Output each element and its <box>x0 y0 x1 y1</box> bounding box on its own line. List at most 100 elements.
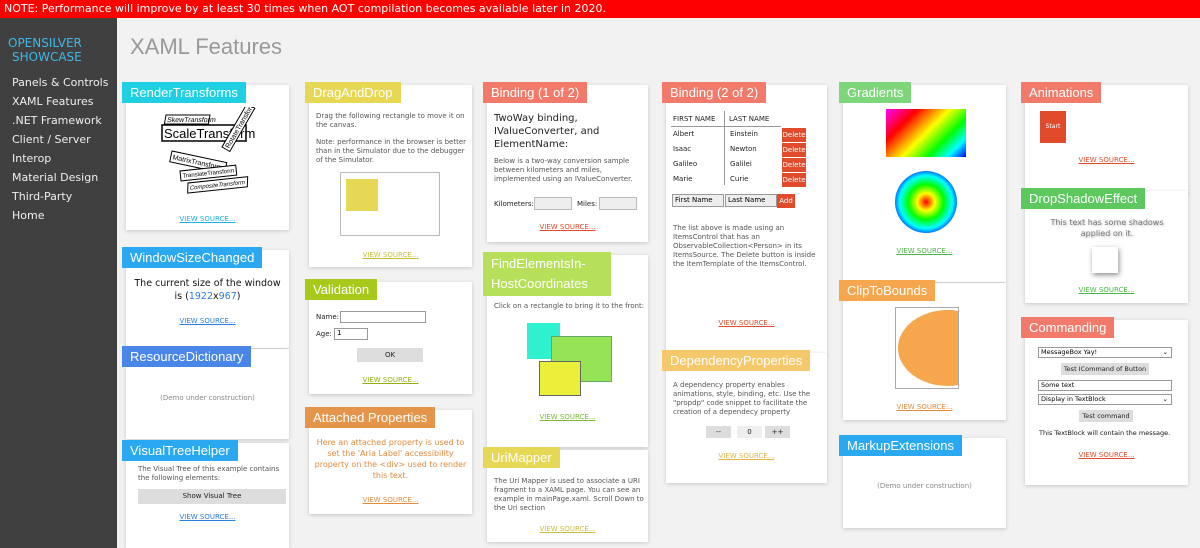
person-last-name: Galilei <box>730 160 752 168</box>
shadowed-box <box>1092 247 1118 273</box>
sidebar: OPENSILVER SHOWCASE Panels & Controls XA… <box>0 18 117 548</box>
last-name-input[interactable]: Last Name <box>725 194 777 207</box>
display-combo[interactable]: Display in TextBlock ⌄ <box>1038 394 1172 405</box>
card-animations: Animations Start VIEW SOURCE... <box>1021 82 1188 194</box>
card-title: RenderTransforms <box>122 82 246 103</box>
card-title: WindowSizeChanged <box>122 247 263 268</box>
draggable-rectangle[interactable] <box>346 179 378 211</box>
card-title: MarkupExtensions <box>839 435 962 456</box>
visual-tree-desc: The Visual Tree of this example contains… <box>138 465 280 482</box>
card-visual-tree-helper: VisualTreeHelper The Visual Tree of this… <box>122 440 289 548</box>
person-last-name: Newton <box>730 145 757 153</box>
card-validation: Validation Name: Age: 1 OK VIEW SOURCE..… <box>305 279 472 394</box>
sidebar-item-third-party[interactable]: Third-Party <box>12 190 73 203</box>
test-icommand-button[interactable]: Test ICommand of Button <box>1061 363 1149 375</box>
view-source-link[interactable]: VIEW SOURCE... <box>179 513 236 521</box>
card-clip-to-bounds: ClipToBounds VIEW SOURCE... <box>839 280 1006 420</box>
card-markup-extensions: MarkupExtensions (Demo under constructio… <box>839 435 1006 528</box>
sidebar-item-client-server[interactable]: Client / Server <box>12 133 91 146</box>
view-source-link[interactable]: VIEW SOURCE... <box>179 317 236 325</box>
card-title: Commanding <box>1021 317 1115 338</box>
skew-transform-label: SkewTransform <box>166 117 216 124</box>
start-animation-button[interactable]: Start <box>1040 111 1066 143</box>
card-commanding: Commanding MessageBox Yay! ⌄ Test IComman… <box>1021 317 1188 485</box>
view-source-link[interactable]: VIEW SOURCE... <box>179 215 236 223</box>
view-source-link[interactable]: VIEW SOURCE... <box>896 403 953 411</box>
view-source-link[interactable]: VIEW SOURCE... <box>1078 451 1135 459</box>
column-header-last: LAST NAME <box>729 115 770 123</box>
uri-mapper-desc: The Uri Mapper is used to associate a UR… <box>494 477 644 512</box>
chevron-down-icon: ⌄ <box>1162 348 1168 356</box>
card-resource-dictionary: ResourceDictionary (Demo under construct… <box>122 346 289 439</box>
card-title: Animations <box>1021 82 1102 103</box>
view-source-link[interactable]: VIEW SOURCE... <box>362 251 419 259</box>
delete-button[interactable]: Delete <box>782 158 806 172</box>
card-title: Validation <box>305 279 378 300</box>
demo-placeholder: (Demo under construction) <box>877 482 972 490</box>
view-source-link[interactable]: VIEW SOURCE... <box>718 319 775 327</box>
card-title: Attached Properties <box>305 407 436 428</box>
name-input[interactable] <box>340 311 426 323</box>
increment-button[interactable]: ++ <box>765 426 790 438</box>
person-last-name: Curie <box>730 175 749 183</box>
sidebar-item-panels-controls[interactable]: Panels & Controls <box>12 76 109 89</box>
view-source-link[interactable]: VIEW SOURCE... <box>362 376 419 384</box>
age-label: Age: <box>316 330 332 338</box>
rectangle-yellow[interactable] <box>539 361 581 396</box>
card-title: VisualTreeHelper <box>122 440 238 461</box>
card-window-size-changed: WindowSizeChanged The current size of th… <box>122 247 289 348</box>
shadowed-text: This text has some shadows applied on it… <box>1050 218 1164 238</box>
some-text-input[interactable]: Some text <box>1038 380 1172 391</box>
brand-line-2: SHOWCASE <box>12 50 82 64</box>
name-label: Name: <box>316 313 340 321</box>
view-source-link[interactable]: VIEW SOURCE... <box>1078 286 1135 294</box>
drag-canvas <box>340 172 440 236</box>
window-size-text: The current size of the window is (1922x… <box>134 278 281 302</box>
card-title: DependencyProperties <box>662 350 811 371</box>
counter-value: 0 <box>737 426 762 438</box>
view-source-link[interactable]: VIEW SOURCE... <box>718 452 775 460</box>
column-header-first: FIRST NAME <box>673 115 716 123</box>
miles-input[interactable] <box>599 197 637 210</box>
card-render-transforms: RenderTransforms SkewTransform ScaleTran… <box>122 82 289 230</box>
view-source-link[interactable]: VIEW SOURCE... <box>539 413 596 421</box>
sidebar-item-interop[interactable]: Interop <box>12 152 52 165</box>
card-title: DragAndDrop <box>305 82 401 103</box>
view-source-link[interactable]: VIEW SOURCE... <box>539 525 596 533</box>
delete-button[interactable]: Delete <box>782 173 806 187</box>
age-input[interactable]: 1 <box>334 328 368 340</box>
miles-label: Miles: <box>577 200 598 208</box>
test-command-button[interactable]: Test command <box>1079 410 1133 422</box>
sidebar-item-home[interactable]: Home <box>12 209 45 222</box>
person-first-name: Albert <box>673 130 695 138</box>
delete-button[interactable]: Delete <box>782 143 806 157</box>
brand-line-1: OPENSILVER <box>8 36 82 50</box>
first-name-input[interactable]: First Name <box>672 194 724 207</box>
card-attached-properties: Attached Properties Here an attached pro… <box>305 407 472 514</box>
card-uri-mapper: UriMapper The Uri Mapper is used to asso… <box>483 447 648 542</box>
delete-button[interactable]: Delete <box>782 128 806 142</box>
ok-button[interactable]: OK <box>357 348 423 362</box>
sidebar-item-xaml-features[interactable]: XAML Features <box>12 95 94 108</box>
card-gradients: Gradients VIEW SOURCE... <box>839 82 1006 282</box>
message-combo[interactable]: MessageBox Yay! ⌄ <box>1038 347 1172 358</box>
decrement-button[interactable]: -- <box>706 426 731 438</box>
view-source-link[interactable]: VIEW SOURCE... <box>539 223 596 231</box>
view-source-link[interactable]: VIEW SOURCE... <box>362 496 419 504</box>
message-textblock: This TextBlock will contain the message. <box>1039 429 1171 437</box>
add-button[interactable]: Add <box>777 194 795 208</box>
brand-logo[interactable]: OPENSILVER SHOWCASE <box>8 36 82 64</box>
linear-gradient-rectangle <box>886 109 966 157</box>
view-source-link[interactable]: VIEW SOURCE... <box>1078 156 1135 164</box>
sidebar-item-net-framework[interactable]: .NET Framework <box>12 114 102 127</box>
binding-heading: TwoWay binding, IValueConverter, and Ele… <box>494 113 600 150</box>
card-title: ResourceDictionary <box>122 346 252 367</box>
card-title: Gradients <box>839 82 912 103</box>
view-source-link[interactable]: VIEW SOURCE... <box>896 247 953 255</box>
kilometers-input[interactable] <box>534 197 572 210</box>
chevron-down-icon: ⌄ <box>1162 395 1168 403</box>
dependency-desc: A dependency property enables animations… <box>673 381 811 416</box>
composite-transform-label: CompositeTransform <box>190 180 245 192</box>
show-visual-tree-button[interactable]: Show Visual Tree <box>138 489 286 504</box>
sidebar-item-material-design[interactable]: Material Design <box>12 171 99 184</box>
